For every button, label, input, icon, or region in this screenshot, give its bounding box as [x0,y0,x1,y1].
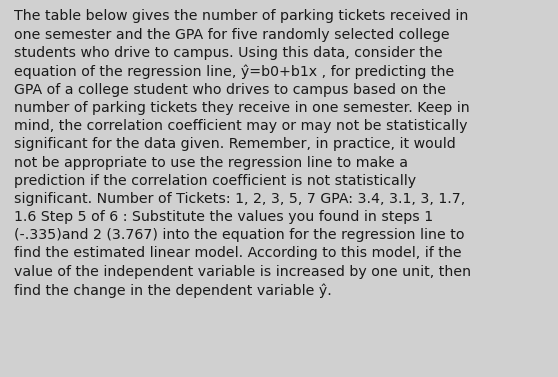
Text: The table below gives the number of parking tickets received in
one semester and: The table below gives the number of park… [14,9,471,297]
